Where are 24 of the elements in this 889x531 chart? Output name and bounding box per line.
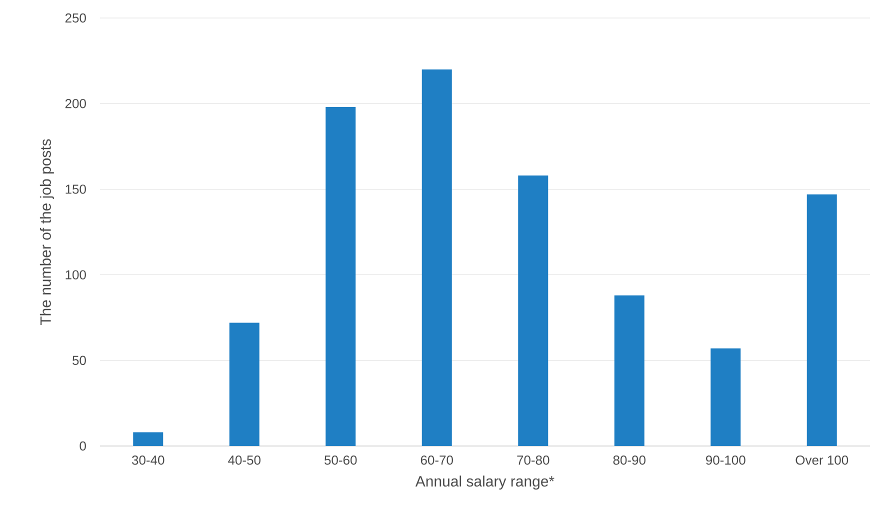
bar: [326, 107, 356, 446]
bar: [518, 176, 548, 446]
y-axis-title: The number of the job posts: [40, 139, 54, 326]
bar: [614, 295, 644, 446]
y-tick-label: 0: [80, 441, 86, 451]
x-tick-label: Over 100: [796, 456, 848, 465]
y-tick-label: 50: [72, 356, 86, 365]
y-tick-label: 150: [66, 184, 86, 194]
y-tick-label: 200: [65, 98, 86, 108]
x-tick-label: 30-40: [132, 456, 164, 465]
x-tick-label: 80-90: [613, 456, 646, 465]
x-tick-label: 60-70: [420, 456, 453, 465]
bar: [422, 69, 452, 446]
x-tick-label: 40-50: [228, 456, 260, 465]
x-tick-label: 70-80: [517, 456, 550, 465]
bar: [710, 348, 741, 446]
x-tick-label: 90-100: [706, 456, 746, 465]
x-axis-title: Annual salary range*: [415, 476, 554, 490]
bar: [806, 194, 837, 446]
y-tick-label: 250: [65, 13, 86, 23]
y-tick-label: 100: [66, 270, 86, 280]
bar: [229, 322, 260, 446]
bar: [133, 432, 164, 446]
x-tick-label: 50-60: [324, 456, 357, 465]
